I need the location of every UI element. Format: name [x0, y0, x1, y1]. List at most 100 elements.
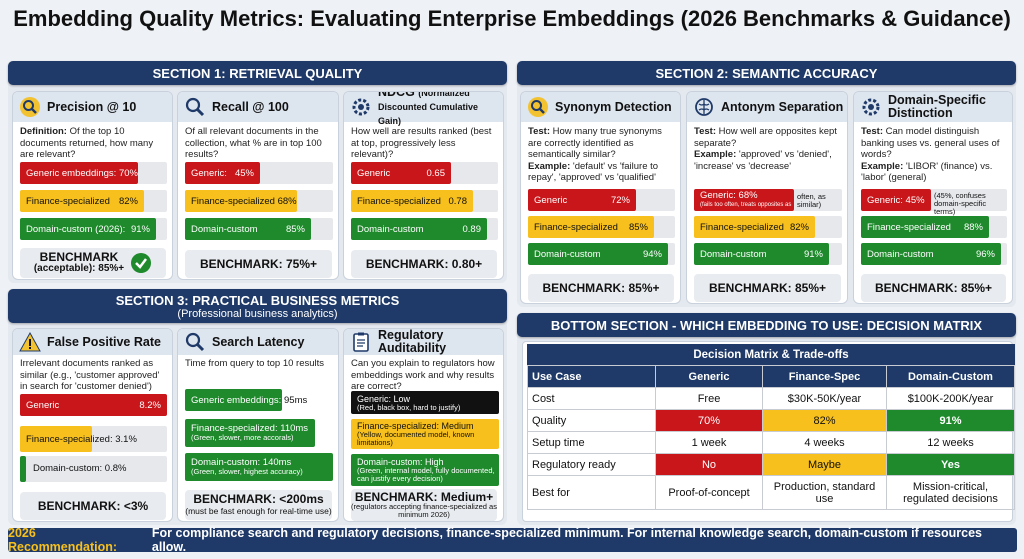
- antonym-card: Antonym Separation Test: How well are op…: [686, 91, 848, 304]
- audit-bar-finance: Finance-specialized: Medium (Yellow, docu…: [351, 419, 499, 449]
- matrix-row-quality: Quality 70% 82% 91%: [527, 409, 1015, 432]
- precision-bar-finance: Finance-specialized 82%: [20, 190, 144, 212]
- magnifier-icon: [20, 97, 40, 117]
- latency-definition: Time from query to top 10 results: [185, 358, 325, 369]
- matrix-col-domain: Domain-Custom: [886, 365, 1015, 388]
- matrix-row-label: Quality: [527, 409, 656, 432]
- audit-title: Regulatory Auditability: [378, 328, 447, 355]
- precision-benchmark: BENCHMARK (acceptable): 85%+: [20, 248, 166, 278]
- latency-bar-finance: Finance-specialized: 110ms (Green, slower…: [185, 419, 315, 447]
- precision-definition: Definition: Of the top 10 documents retu…: [20, 126, 154, 160]
- gear-icon: [352, 98, 370, 116]
- antonym-bar-finance: Finance-specialized 82%: [694, 216, 815, 238]
- precision-bar-generic: Generic embeddings: 70%: [20, 162, 138, 184]
- warning-icon: [19, 331, 41, 352]
- magnifier-icon: [185, 97, 205, 117]
- antonym-title: Antonym Separation: [721, 99, 844, 114]
- ndcg-bar-finance: Finance-specialized 0.78: [351, 190, 473, 212]
- domain-distinction-card: Domain-Specific Distinction Test: Can mo…: [853, 91, 1013, 304]
- ndcg-bar-domain: Domain-custom 0.89: [351, 218, 487, 240]
- latency-card: Search Latency Time from query to top 10…: [177, 328, 339, 522]
- recall-bar-domain: Domain-custom 85%: [185, 218, 311, 240]
- matrix-cell: Production, standard use: [762, 475, 887, 510]
- recall-card: Recall @ 100 Of all relevant documents i…: [177, 91, 339, 280]
- matrix-row-setup: Setup time 1 week 4 weeks 12 weeks: [527, 431, 1015, 454]
- ndcg-card: NDCG (Normalized Discounted Cumulative G…: [343, 91, 504, 280]
- precision-title: Precision @ 10: [47, 99, 137, 114]
- matrix-col-finance: Finance-Spec: [762, 365, 887, 388]
- magnifier-icon: [185, 332, 205, 352]
- recommendation-text: For compliance search and regulatory dec…: [151, 526, 982, 554]
- fpr-bar-finance: Finance-specialized: 3.1%: [20, 426, 137, 452]
- domain-bar-finance: Finance-specialized 88%: [861, 216, 989, 238]
- recall-benchmark: BENCHMARK: 75%+: [185, 250, 332, 278]
- recall-bar-generic: Generic: 45%: [185, 162, 260, 184]
- antonym-bar-generic: Generic: 68% (fails too often, treats opp…: [694, 189, 794, 211]
- latency-bar-domain: Domain-custom: 140ms (Green, slower, high…: [185, 453, 333, 481]
- matrix-cell: Maybe: [762, 453, 887, 476]
- matrix-cell: 12 weeks: [886, 431, 1015, 454]
- matrix-row-label: Cost: [527, 387, 656, 410]
- synonym-bar-domain: Domain-custom 94%: [528, 243, 668, 265]
- fpr-title: False Positive Rate: [47, 334, 161, 349]
- domain-distinction-test: Test: Can model distinguish banking uses…: [861, 126, 1000, 183]
- matrix-title: Decision Matrix & Trade-offs: [527, 344, 1015, 365]
- section2-heading: SECTION 2: SEMANTIC ACCURACY: [517, 61, 1016, 85]
- ndcg-benchmark: BENCHMARK: 0.80+: [351, 250, 497, 278]
- latency-bar-generic: Generic embeddings:: [185, 389, 282, 411]
- matrix-cell: $30K-50K/year: [762, 387, 887, 410]
- domain-distinction-title: Domain-Specific Distinction: [888, 93, 986, 120]
- domain-generic-note: (45%, confuses domain-specific terms): [934, 191, 987, 216]
- matrix-cell: Yes: [886, 453, 1015, 476]
- matrix-header-row: Use Case Generic Finance-Spec Domain-Cus…: [527, 365, 1015, 388]
- matrix-cell: No: [655, 453, 763, 476]
- matrix-row-label: Setup time: [527, 431, 656, 454]
- fpr-benchmark: BENCHMARK: <3%: [20, 492, 166, 520]
- audit-bar-domain: Domain-custom: High (Green, internal mode…: [351, 454, 499, 486]
- matrix-cell: 4 weeks: [762, 431, 887, 454]
- matrix-cell: 91%: [886, 409, 1015, 432]
- matrix-cell: Mission-critical, regulated decisions: [886, 475, 1015, 510]
- brain-icon: [695, 98, 713, 116]
- ndcg-definition: How well are results ranked (best at top…: [351, 126, 492, 160]
- latency-title: Search Latency: [212, 334, 305, 349]
- fpr-domain-label: Domain-custom: 0.8%: [33, 463, 127, 474]
- matrix-cell: 82%: [762, 409, 887, 432]
- fpr-bar-generic: Generic 8.2%: [20, 394, 167, 416]
- matrix-col-generic: Generic: [655, 365, 763, 388]
- synonym-title: Synonym Detection: [555, 99, 672, 114]
- synonym-bar-finance: Finance-specialized 85%: [528, 216, 654, 238]
- antonym-benchmark: BENCHMARK: 85%+: [694, 274, 841, 302]
- decision-matrix: Use Case Generic Finance-Spec Domain-Cus…: [527, 365, 1015, 510]
- fpr-card: False Positive Rate Irrelevant documents…: [12, 328, 173, 522]
- ndcg-title: NDCG (Normalized Discounted Cumulative G…: [378, 91, 479, 126]
- matrix-row-cost: Cost Free $30K-50K/year $100K-200K/year: [527, 387, 1015, 410]
- latency-benchmark: BENCHMARK: <200ms (must be fast enough fo…: [185, 490, 332, 520]
- synonym-bar-generic: Generic 72%: [528, 189, 636, 211]
- check-circle-icon: [131, 253, 152, 273]
- matrix-row-label: Regulatory ready: [527, 453, 656, 476]
- section3-heading: SECTION 3: PRACTICAL BUSINESS METRICS (Pr…: [8, 289, 507, 323]
- matrix-row-regulatory: Regulatory ready No Maybe Yes: [527, 453, 1015, 476]
- clipboard-icon: [353, 332, 369, 352]
- domain-bar-generic: Generic: 45%: [861, 189, 931, 211]
- ndcg-bar-generic: Generic 0.65: [351, 162, 451, 184]
- matrix-row-label: Best for: [527, 475, 656, 510]
- audit-benchmark: BENCHMARK: Medium+ (regulators accepting …: [351, 489, 497, 521]
- page-title: Embedding Quality Metrics: Evaluating En…: [13, 6, 1011, 31]
- gear-icon: [862, 98, 880, 116]
- synonym-card: Synonym Detection Test: How many true sy…: [520, 91, 681, 304]
- recall-title: Recall @ 100: [212, 99, 289, 114]
- matrix-col-use-case: Use Case: [527, 365, 656, 388]
- synonym-test: Test: How many true synonyms are correct…: [528, 126, 662, 183]
- section1-heading: SECTION 1: RETRIEVAL QUALITY: [8, 61, 507, 85]
- latency-generic-value: 95ms: [284, 395, 308, 406]
- recall-bar-finance: Finance-specialized 68%: [185, 190, 297, 212]
- antonym-test: Test: How well are opposites kept separa…: [694, 126, 837, 172]
- antonym-bar-domain: Domain-custom 91%: [694, 243, 829, 265]
- precision-card: Precision @ 10 Definition: Of the top 10…: [12, 91, 173, 280]
- domain-distinction-benchmark: BENCHMARK: 85%+: [861, 274, 1006, 302]
- domain-bar-custom: Domain-custom 96%: [861, 243, 1001, 265]
- audit-definition: Can you explain to regulators how embedd…: [351, 358, 495, 392]
- fpr-bar-domain: [20, 456, 26, 482]
